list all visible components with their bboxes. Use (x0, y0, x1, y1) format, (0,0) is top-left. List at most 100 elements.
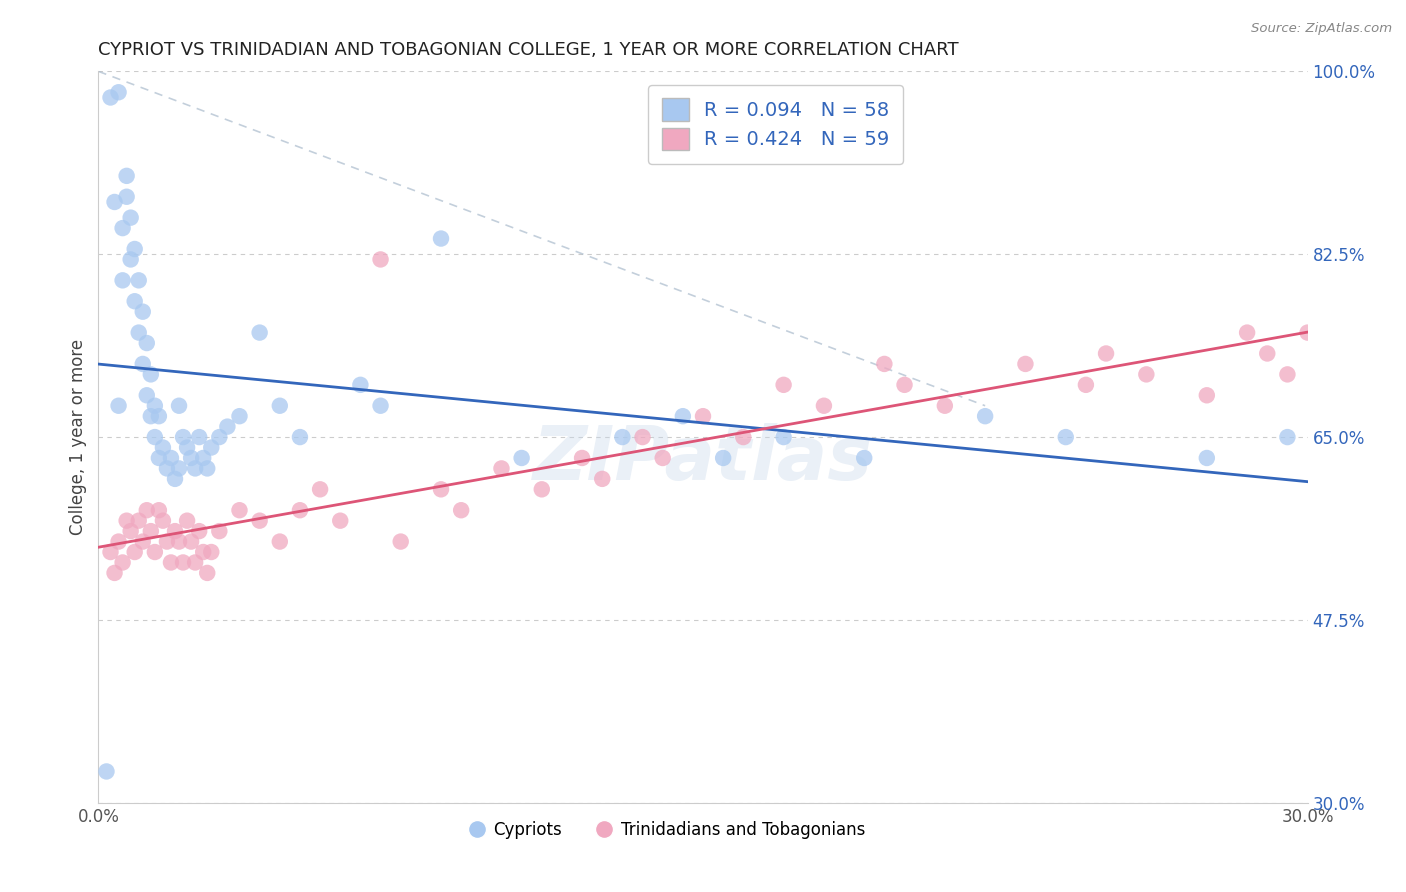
Point (430, 483, 453, 497)
Point (111, 556, 134, 570)
Point (1256, 346, 1278, 360)
Legend: Cypriots, Trinidadians and Tobagonians: Cypriots, Trinidadians and Tobagonians (461, 814, 872, 846)
Point (200, 545, 222, 559)
Point (115, 169, 138, 183)
Point (873, 357, 896, 371)
Point (128, 326, 150, 340)
Point (269, 534, 291, 549)
Point (167, 399, 190, 413)
Point (200, 441, 222, 455)
Point (111, 221, 134, 235)
Point (128, 514, 150, 528)
Point (269, 399, 291, 413)
Point (370, 399, 392, 413)
Point (132, 357, 155, 371)
Y-axis label: College, 1 year or more: College, 1 year or more (69, 339, 87, 535)
Point (100, 90, 122, 104)
Point (143, 399, 166, 413)
Point (111, 273, 134, 287)
Point (193, 450, 215, 465)
Point (1236, 326, 1258, 340)
Point (430, 231, 453, 245)
Point (672, 409, 695, 424)
Text: Source: ZipAtlas.com: Source: ZipAtlas.com (1251, 22, 1392, 36)
Point (631, 430, 654, 444)
Point (124, 294, 146, 309)
Point (172, 430, 194, 444)
Point (193, 545, 215, 559)
Point (1135, 368, 1157, 382)
Point (188, 524, 211, 538)
Point (139, 368, 162, 382)
Point (893, 377, 915, 392)
Point (370, 252, 392, 267)
Point (176, 514, 198, 528)
Text: ZIPatlas: ZIPatlas (533, 423, 873, 496)
Point (389, 534, 412, 549)
Point (329, 514, 352, 528)
Point (143, 430, 166, 444)
Point (591, 472, 613, 486)
Point (228, 503, 250, 517)
Point (1014, 357, 1036, 371)
Point (167, 534, 190, 549)
Point (188, 430, 211, 444)
Point (1054, 430, 1077, 444)
Point (853, 450, 876, 465)
Point (288, 503, 311, 517)
Point (208, 430, 231, 444)
Point (148, 409, 170, 424)
Point (288, 430, 311, 444)
Point (152, 514, 174, 528)
Point (124, 545, 146, 559)
Point (651, 450, 673, 465)
Point (152, 441, 174, 455)
Point (349, 377, 371, 392)
Point (135, 336, 157, 351)
Point (1277, 430, 1299, 444)
Point (309, 483, 332, 497)
Point (772, 377, 794, 392)
Point (228, 409, 250, 424)
Point (530, 483, 553, 497)
Point (163, 524, 186, 538)
Point (156, 534, 179, 549)
Point (974, 409, 997, 424)
Point (217, 419, 239, 434)
Point (1095, 346, 1118, 360)
Point (510, 450, 533, 465)
Point (115, 190, 138, 204)
Point (156, 461, 179, 475)
Point (1277, 368, 1299, 382)
Point (124, 242, 146, 256)
Point (103, 566, 125, 580)
Point (148, 503, 170, 517)
Point (96, 764, 118, 779)
Point (195, 461, 218, 475)
Point (163, 472, 186, 486)
Point (172, 556, 194, 570)
Point (612, 430, 634, 444)
Point (772, 430, 794, 444)
Point (184, 461, 207, 475)
Point (450, 503, 472, 517)
Point (180, 534, 202, 549)
Point (100, 545, 122, 559)
Point (1074, 377, 1097, 392)
Point (139, 524, 162, 538)
Point (115, 514, 138, 528)
Point (148, 450, 170, 465)
Point (208, 524, 231, 538)
Point (139, 409, 162, 424)
Point (571, 450, 593, 465)
Point (103, 194, 125, 209)
Point (120, 252, 142, 267)
Point (120, 211, 142, 225)
Point (160, 556, 183, 570)
Point (1195, 450, 1218, 465)
Point (167, 461, 190, 475)
Point (491, 461, 513, 475)
Point (107, 85, 129, 99)
Point (934, 399, 956, 413)
Point (813, 399, 835, 413)
